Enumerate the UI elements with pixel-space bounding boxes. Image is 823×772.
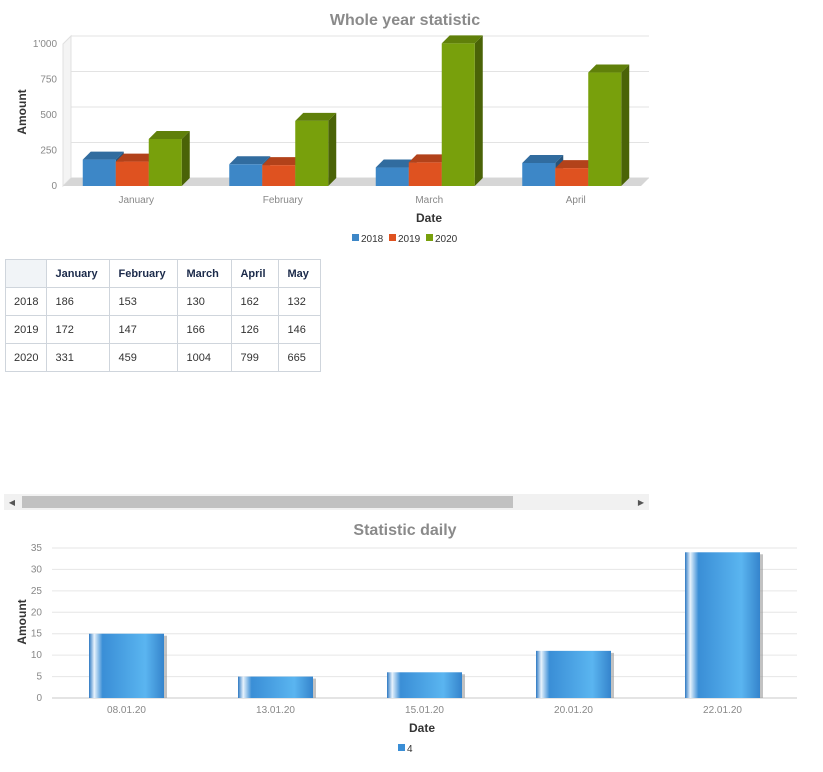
triangle-right-icon: ▶: [637, 497, 645, 507]
bar-13.01.20: [238, 676, 316, 698]
legend-item-2018: 2018: [352, 234, 384, 245]
chart-grid: [62, 34, 649, 188]
table-row-header: 2019: [4, 315, 48, 344]
table-cell: 1004: [177, 343, 233, 372]
triangle-left-icon: ◀: [8, 497, 16, 507]
table-cell: 166: [177, 315, 233, 344]
table-cell: 147: [109, 315, 179, 344]
table-header-cell: January: [46, 259, 111, 288]
x-tick-label: February: [263, 195, 303, 206]
y-tick-label: 15: [31, 629, 43, 640]
table-header-row: January February March April May: [4, 259, 322, 288]
side-wall: [62, 34, 72, 188]
table-header-cell: February: [109, 259, 179, 288]
table-cell: 665: [278, 343, 322, 372]
legend-label: 4: [407, 744, 413, 755]
legend-label: 2020: [435, 234, 458, 245]
table-cell: 153: [109, 287, 179, 316]
x-tick-label: 08.01.20: [107, 705, 146, 716]
y-tick-label: 35: [31, 543, 43, 554]
legend-item-2020: 2020: [426, 234, 458, 245]
y-tick-label: 250: [40, 146, 57, 157]
table-row-header: 2018: [4, 287, 48, 316]
x-tick-label: January: [118, 195, 154, 206]
x-tick-label: April: [566, 195, 586, 206]
table-row-header: 2020: [4, 343, 48, 372]
table-header-cell: March: [177, 259, 233, 288]
table-row: 2020 331 459 1004 799 665: [4, 343, 322, 372]
legend-swatch: [352, 234, 359, 241]
y-tick-labels: 0 250 500 750 1'000: [33, 39, 58, 192]
legend-item-2019: 2019: [389, 234, 421, 245]
scroll-thumb[interactable]: [22, 496, 513, 508]
bar-20.01.20: [536, 650, 614, 698]
x-tick-label: 22.01.20: [703, 705, 742, 716]
y-tick-label: 10: [31, 650, 43, 661]
table-cell: 146: [278, 315, 322, 344]
legend: 4: [398, 744, 413, 755]
chart-title: Whole year statistic: [330, 12, 480, 29]
y-tick-label: 1'000: [33, 39, 58, 50]
table-row: 2019 172 147 166 126 146: [4, 315, 322, 344]
y-tick-label: 20: [31, 607, 43, 618]
x-tick-label: March: [415, 195, 443, 206]
chart-whole-year: Whole year statistic 0 250 500 750 1'000 Jan…: [15, 12, 649, 245]
x-tick-label: 15.01.20: [405, 705, 444, 716]
y-tick-label: 750: [40, 75, 57, 86]
bar-2020-january: [148, 130, 190, 186]
table-header-cell: April: [231, 259, 280, 288]
table-cell: 186: [46, 287, 111, 316]
bar-15.01.20: [387, 672, 465, 698]
table-body: 2018 186 153 130 162 132 2019 172 147 166 126 146 20…: [4, 287, 322, 372]
bar-2020-march: [441, 35, 483, 186]
scroll-left-button[interactable]: ◀: [4, 494, 20, 510]
legend-item-4: 4: [398, 744, 413, 755]
chart-statistic-daily: Statistic daily 0 5 10 15 20 25 30 35 08.01.20 1…: [15, 522, 797, 755]
legend-label: 2018: [361, 234, 384, 245]
bar-08.01.20: [89, 633, 167, 698]
table-cell: 799: [231, 343, 280, 372]
bar-2020-february: [295, 112, 337, 186]
bar-22.01.20: [685, 552, 763, 698]
legend-swatch: [389, 234, 396, 241]
horizontal-scrollbar[interactable]: ◀ ▶: [4, 494, 649, 510]
y-tick-label: 0: [36, 693, 42, 704]
table-cell: 331: [46, 343, 111, 372]
y-tick-labels: 0 5 10 15 20 25 30 35: [31, 543, 43, 704]
scroll-right-button[interactable]: ▶: [633, 494, 649, 510]
x-axis-title: Date: [409, 721, 435, 735]
y-axis-title: Amount: [15, 599, 29, 644]
data-table: January February March April May 2018 186 153 1…: [4, 259, 322, 372]
bars: [89, 552, 763, 698]
chart-title: Statistic daily: [353, 522, 456, 539]
table-cell: 459: [109, 343, 179, 372]
table-cell: 132: [278, 287, 322, 316]
legend: 2018 2019 2020: [352, 234, 458, 245]
y-axis-title: Amount: [15, 89, 29, 134]
bars: [82, 35, 630, 186]
legend-swatch: [426, 234, 433, 241]
x-tick-label: 13.01.20: [256, 705, 295, 716]
bar-2020-april: [588, 64, 630, 186]
y-tick-label: 25: [31, 586, 43, 597]
table-cell: 172: [46, 315, 111, 344]
table-row: 2018 186 153 130 162 132: [4, 287, 322, 316]
y-tick-label: 30: [31, 564, 43, 575]
x-axis-title: Date: [416, 211, 442, 225]
floor: [63, 178, 649, 186]
y-tick-label: 500: [40, 110, 57, 121]
table-corner-cell: [4, 259, 48, 288]
x-tick-label: 20.01.20: [554, 705, 593, 716]
table-cell: 126: [231, 315, 280, 344]
y-tick-label: 0: [51, 181, 57, 192]
y-tick-label: 5: [36, 672, 42, 683]
x-tick-labels: January February March April: [118, 195, 585, 206]
legend-swatch: [398, 744, 405, 751]
table-cell: 162: [231, 287, 280, 316]
table-cell: 130: [177, 287, 233, 316]
x-tick-labels: 08.01.20 13.01.20 15.01.20 20.01.20 22.01.20: [107, 705, 742, 716]
legend-label: 2019: [398, 234, 421, 245]
table-header-cell: May: [278, 259, 322, 288]
